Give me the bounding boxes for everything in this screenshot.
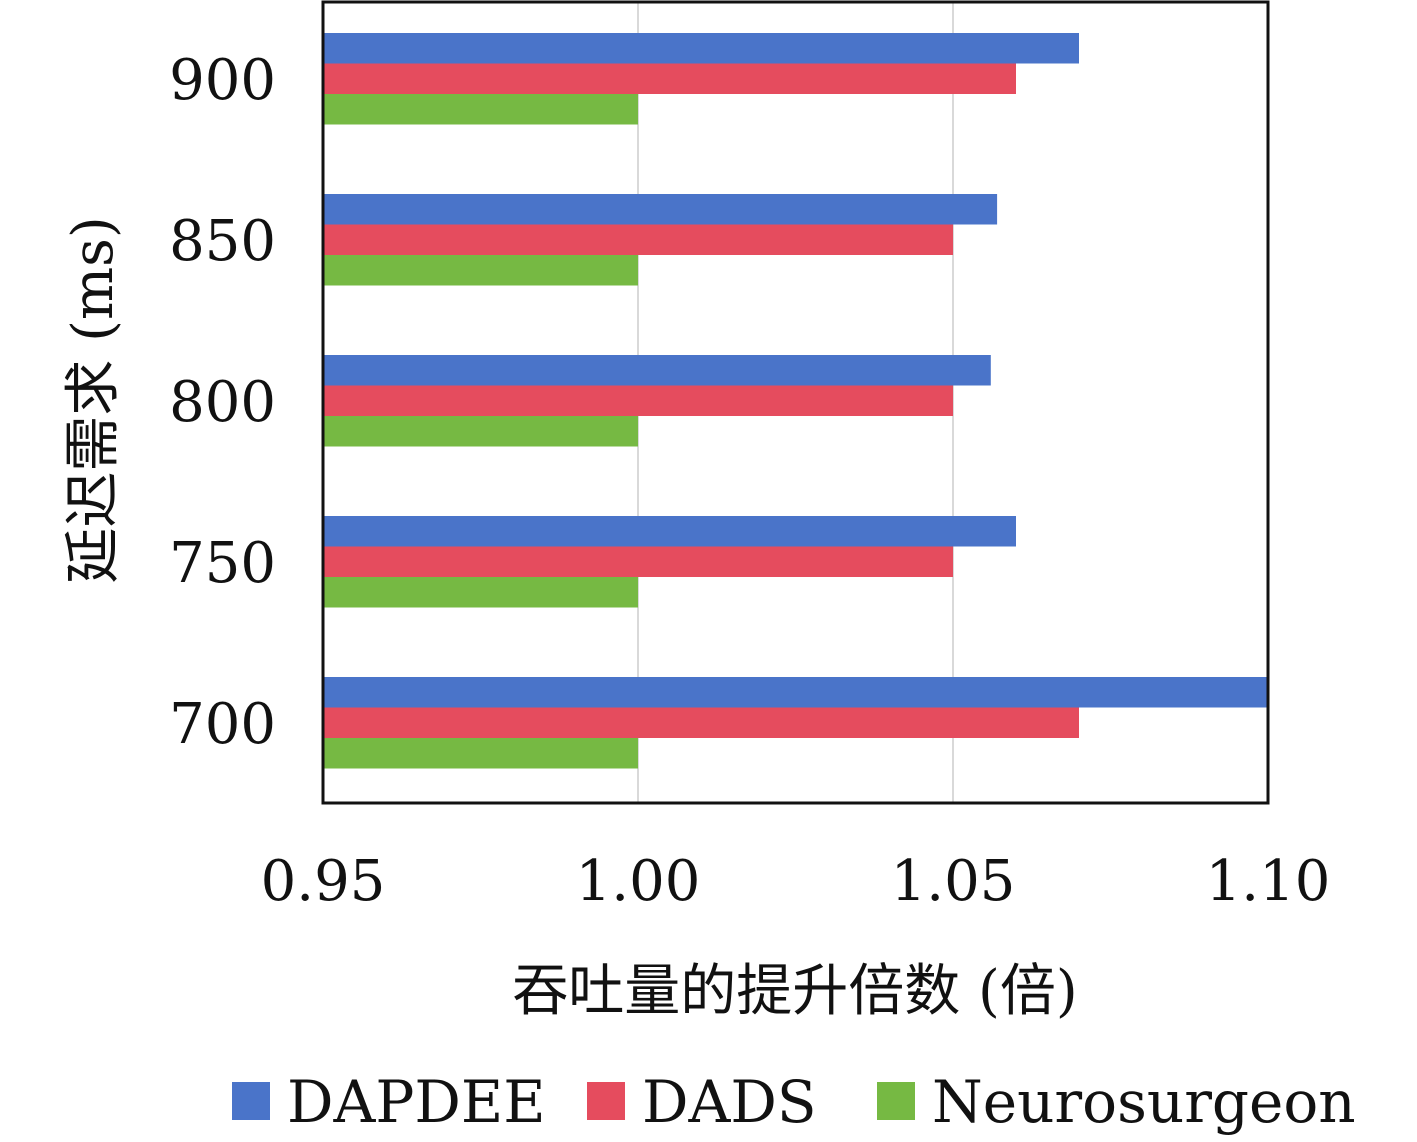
y-tick-label: 850 xyxy=(169,209,276,274)
legend-label-dads: DADS xyxy=(642,1068,817,1136)
y-tick-label: 750 xyxy=(169,531,276,596)
bar-dapdee xyxy=(323,33,1079,64)
legend-swatch-dapdee xyxy=(232,1082,270,1120)
x-axis-label: 吞吐量的提升倍数 (倍) xyxy=(512,959,1078,1024)
x-tick-label: 1.00 xyxy=(576,849,701,914)
bar-dads xyxy=(323,385,953,416)
x-tick-labels: 0.95 1.00 1.05 1.10 xyxy=(261,849,1331,914)
legend: DAPDEE DADS Neurosurgeon xyxy=(232,1068,1356,1136)
x-tick-label: 0.95 xyxy=(261,849,386,914)
x-tick-label: 1.05 xyxy=(891,849,1016,914)
legend-swatch-neurosurgeon xyxy=(877,1082,915,1120)
bars xyxy=(323,33,1268,769)
bar-neurosurgeon xyxy=(323,416,638,447)
legend-label-dapdee: DAPDEE xyxy=(287,1068,546,1136)
y-tick-label: 800 xyxy=(169,370,276,435)
bar-dapdee xyxy=(323,355,991,386)
y-tick-label: 900 xyxy=(169,48,276,113)
legend-label-neurosurgeon: Neurosurgeon xyxy=(932,1068,1356,1136)
bar-dapdee xyxy=(323,194,998,225)
y-axis-label: 延迟需求 (ms) xyxy=(61,216,126,583)
bar-neurosurgeon xyxy=(323,577,638,608)
y-tick-labels: 900 850 800 750 700 xyxy=(169,48,276,757)
bar-dapdee xyxy=(323,677,1268,708)
bar-neurosurgeon xyxy=(323,94,638,125)
bar-dapdee xyxy=(323,516,1016,547)
bar-neurosurgeon xyxy=(323,255,638,286)
y-tick-label: 700 xyxy=(169,692,276,757)
bar-dads xyxy=(323,63,1016,94)
bar-dads xyxy=(323,224,953,255)
plot-frame xyxy=(321,0,1270,805)
bar-dads xyxy=(323,546,953,577)
bar-neurosurgeon xyxy=(323,738,638,769)
legend-swatch-dads xyxy=(587,1082,625,1120)
x-tick-label: 1.10 xyxy=(1206,849,1331,914)
bar-dads xyxy=(323,707,1079,738)
